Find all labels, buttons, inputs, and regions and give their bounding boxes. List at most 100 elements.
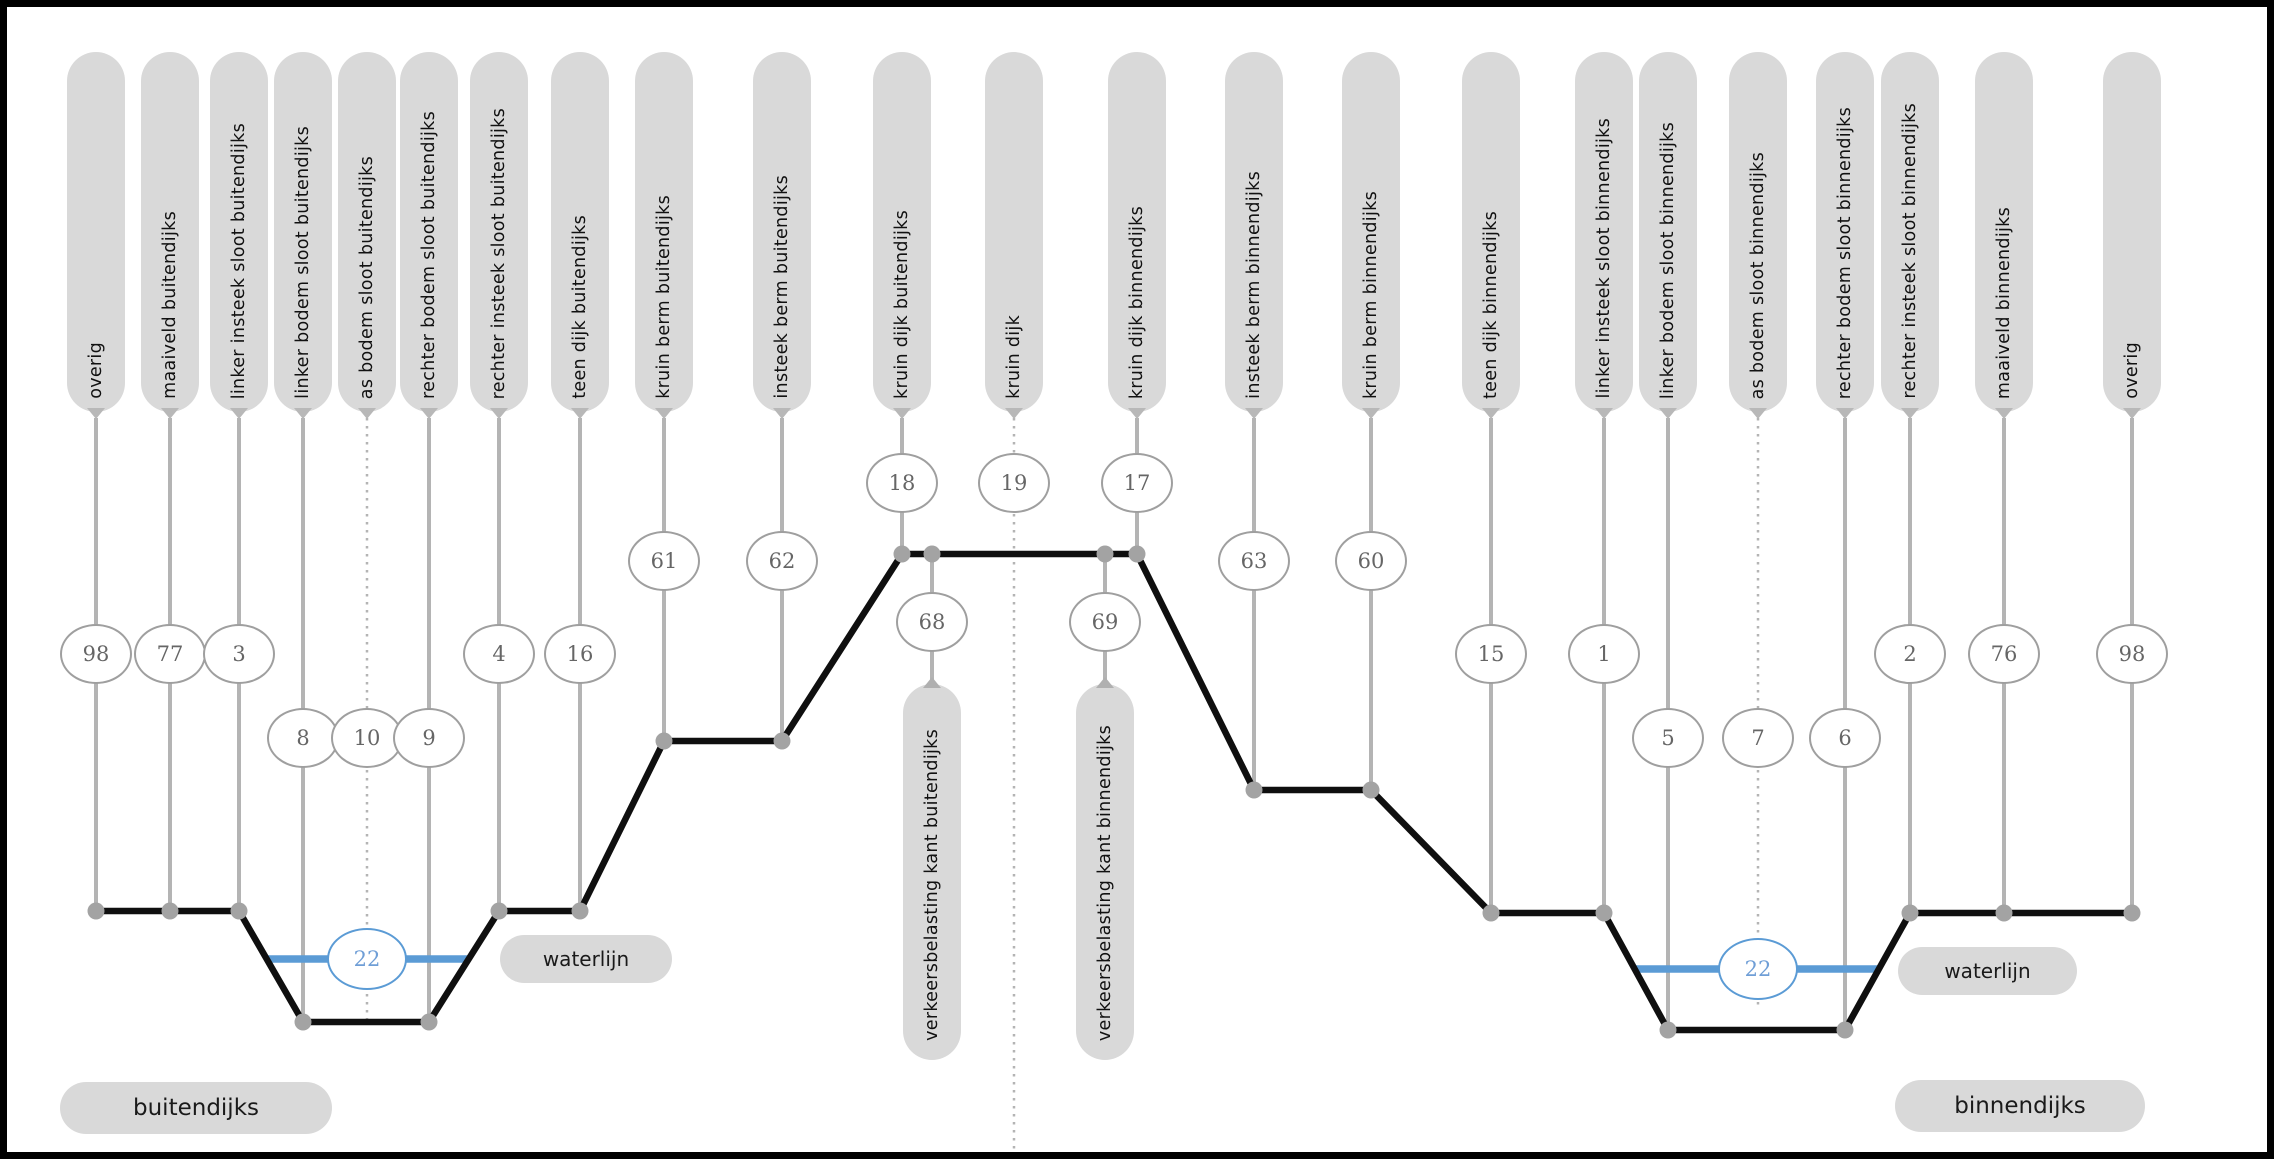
profile-vertex-dot <box>1482 904 1500 922</box>
point-pill-label: as bodem sloot binnendijks <box>1748 151 1768 399</box>
point-code-circle-rechter-bodem-sloot-binnendijks: 6 <box>1809 708 1881 768</box>
waterline-code-circle: 22 <box>327 928 407 990</box>
point-code-circle-kruin-dijk-buitendijks: 18 <box>866 453 938 513</box>
point-pill-label: rechter insteek sloot buitendijks <box>489 107 509 399</box>
point-code-circle-insteek-berm-buitendijks: 62 <box>746 531 818 591</box>
profile-vertex-dot <box>655 732 673 750</box>
point-code-circle-teen-dijk-buitendijks: 16 <box>544 624 616 684</box>
profile-vertex-dot <box>1659 1021 1677 1039</box>
point-pill-label: kruin dijk buitendijks <box>892 210 912 399</box>
profile-vertex-dot <box>1128 545 1146 563</box>
point-pill-label: kruin berm buitendijks <box>654 195 674 399</box>
profile-vertex-dot <box>420 1013 438 1031</box>
profile-vertex-dot <box>923 545 941 563</box>
profile-vertex-dot <box>294 1013 312 1031</box>
point-pill-label: kruin berm binnendijks <box>1361 190 1381 399</box>
point-pill-label: verkeersbelasting kant binnendijks <box>1095 724 1115 1041</box>
point-pill-label: overig <box>2122 342 2142 399</box>
point-code-circle-rechter-bodem-sloot-buitendijks: 9 <box>393 708 465 768</box>
point-pill-linker-insteek-sloot-binnendijks: linker insteek sloot binnendijks <box>1575 52 1633 412</box>
waterline-label-pill: waterlijn <box>1898 947 2077 995</box>
waterline-code-circle: 22 <box>1718 938 1798 1000</box>
point-code-circle-kruin-berm-buitendijks: 61 <box>628 531 700 591</box>
point-code-circle-kruin-dijk: 19 <box>978 453 1050 513</box>
profile-vertex-dot <box>1995 904 2013 922</box>
point-code-circle-linker-bodem-sloot-binnendijks: 5 <box>1632 708 1704 768</box>
point-pill-label: rechter bodem sloot buitendijks <box>419 111 439 399</box>
profile-vertex-dot <box>87 902 105 920</box>
point-code-circle-verkeersbelasting-kant-binnendijks: 69 <box>1069 592 1141 652</box>
point-code-circle-rechter-insteek-sloot-binnendijks: 2 <box>1874 624 1946 684</box>
point-code-circle-linker-insteek-sloot-buitendijks: 3 <box>203 624 275 684</box>
point-code-circle-maaiveld-binnendijks: 76 <box>1968 624 2040 684</box>
point-pill-label: linker bodem sloot buitendijks <box>293 126 313 399</box>
point-pill-verkeersbelasting-kant-binnendijks: verkeersbelasting kant binnendijks <box>1076 684 1134 1060</box>
point-pill-linker-insteek-sloot-buitendijks: linker insteek sloot buitendijks <box>210 52 268 412</box>
point-pill-maaiveld-buitendijks: maaiveld buitendijks <box>141 52 199 412</box>
profile-vertex-dot <box>1901 904 1919 922</box>
profile-vertex-dot <box>161 902 179 920</box>
point-pill-kruin-berm-binnendijks: kruin berm binnendijks <box>1342 52 1400 412</box>
point-pill-teen-dijk-buitendijks: teen dijk buitendijks <box>551 52 609 412</box>
profile-vertex-dot <box>1245 781 1263 799</box>
profile-vertex-dot <box>773 732 791 750</box>
point-pill-label: overig <box>86 342 106 399</box>
point-pill-insteek-berm-binnendijks: insteek berm binnendijks <box>1225 52 1283 412</box>
point-pill-label: kruin dijk <box>1004 315 1024 399</box>
point-pill-rechter-insteek-sloot-buitendijks: rechter insteek sloot buitendijks <box>470 52 528 412</box>
profile-vertex-dot <box>1836 1021 1854 1039</box>
point-pill-kruin-dijk-binnendijks: kruin dijk binnendijks <box>1108 52 1166 412</box>
point-pill-label: as bodem sloot buitendijks <box>357 155 377 399</box>
point-pill-maaiveld-binnendijks: maaiveld binnendijks <box>1975 52 2033 412</box>
profile-vertex-dot <box>1096 545 1114 563</box>
point-code-circle-verkeersbelasting-kant-buitendijks: 68 <box>896 592 968 652</box>
point-pill-label: maaiveld binnendijks <box>1994 206 2014 399</box>
point-pill-as-bodem-sloot-binnendijks: as bodem sloot binnendijks <box>1729 52 1787 412</box>
point-pill-label: teen dijk buitendijks <box>570 215 590 399</box>
point-code-circle-linker-bodem-sloot-buitendijks: 8 <box>267 708 339 768</box>
point-code-circle-kruin-dijk-binnendijks: 17 <box>1101 453 1173 513</box>
point-code-circle-overig: 98 <box>2096 624 2168 684</box>
point-pill-label: rechter bodem sloot binnendijks <box>1835 106 1855 399</box>
point-pill-overig: overig <box>67 52 125 412</box>
profile-vertex-dot <box>1362 781 1380 799</box>
point-code-circle-insteek-berm-binnendijks: 63 <box>1218 531 1290 591</box>
point-pill-overig: overig <box>2103 52 2161 412</box>
point-pill-label: maaiveld buitendijks <box>160 211 180 399</box>
point-pill-label: insteek berm buitendijks <box>772 175 792 399</box>
region-label-binnendijks: binnendijks <box>1895 1080 2145 1132</box>
dike-profile-line <box>96 550 2132 1034</box>
point-code-circle-as-bodem-sloot-binnendijks: 7 <box>1722 708 1794 768</box>
point-pill-kruin-dijk-buitendijks: kruin dijk buitendijks <box>873 52 931 412</box>
point-pill-label: linker insteek sloot buitendijks <box>229 122 249 399</box>
point-pill-as-bodem-sloot-buitendijks: as bodem sloot buitendijks <box>338 52 396 412</box>
point-pill-label: linker bodem sloot binnendijks <box>1658 121 1678 399</box>
point-pill-label: rechter insteek sloot binnendijks <box>1900 103 1920 399</box>
point-pill-linker-bodem-sloot-buitendijks: linker bodem sloot buitendijks <box>274 52 332 412</box>
profile-vertex-dot <box>1595 904 1613 922</box>
point-code-circle-teen-dijk-binnendijks: 15 <box>1455 624 1527 684</box>
point-pill-teen-dijk-binnendijks: teen dijk binnendijks <box>1462 52 1520 412</box>
profile-vertex-dot <box>893 545 911 563</box>
point-pill-label: linker insteek sloot binnendijks <box>1594 118 1614 399</box>
region-label-buitendijks: buitendijks <box>60 1082 332 1134</box>
point-pill-verkeersbelasting-kant-buitendijks: verkeersbelasting kant buitendijks <box>903 684 961 1060</box>
point-code-circle-linker-insteek-sloot-binnendijks: 1 <box>1568 624 1640 684</box>
point-code-circle-kruin-berm-binnendijks: 60 <box>1335 531 1407 591</box>
waterline-label-pill: waterlijn <box>500 935 672 983</box>
profile-vertex-dot <box>2123 904 2141 922</box>
point-pill-rechter-bodem-sloot-buitendijks: rechter bodem sloot buitendijks <box>400 52 458 412</box>
profile-vertex-dot <box>571 902 589 920</box>
point-pill-rechter-insteek-sloot-binnendijks: rechter insteek sloot binnendijks <box>1881 52 1939 412</box>
point-pill-label: verkeersbelasting kant buitendijks <box>922 729 942 1041</box>
point-pill-kruin-berm-buitendijks: kruin berm buitendijks <box>635 52 693 412</box>
point-pill-linker-bodem-sloot-binnendijks: linker bodem sloot binnendijks <box>1639 52 1697 412</box>
profile-vertex-dot <box>490 902 508 920</box>
point-code-circle-maaiveld-buitendijks: 77 <box>134 624 206 684</box>
point-pill-rechter-bodem-sloot-binnendijks: rechter bodem sloot binnendijks <box>1816 52 1874 412</box>
point-pill-insteek-berm-buitendijks: insteek berm buitendijks <box>753 52 811 412</box>
point-code-circle-rechter-insteek-sloot-buitendijks: 4 <box>463 624 535 684</box>
point-pill-label: kruin dijk binnendijks <box>1127 205 1147 399</box>
